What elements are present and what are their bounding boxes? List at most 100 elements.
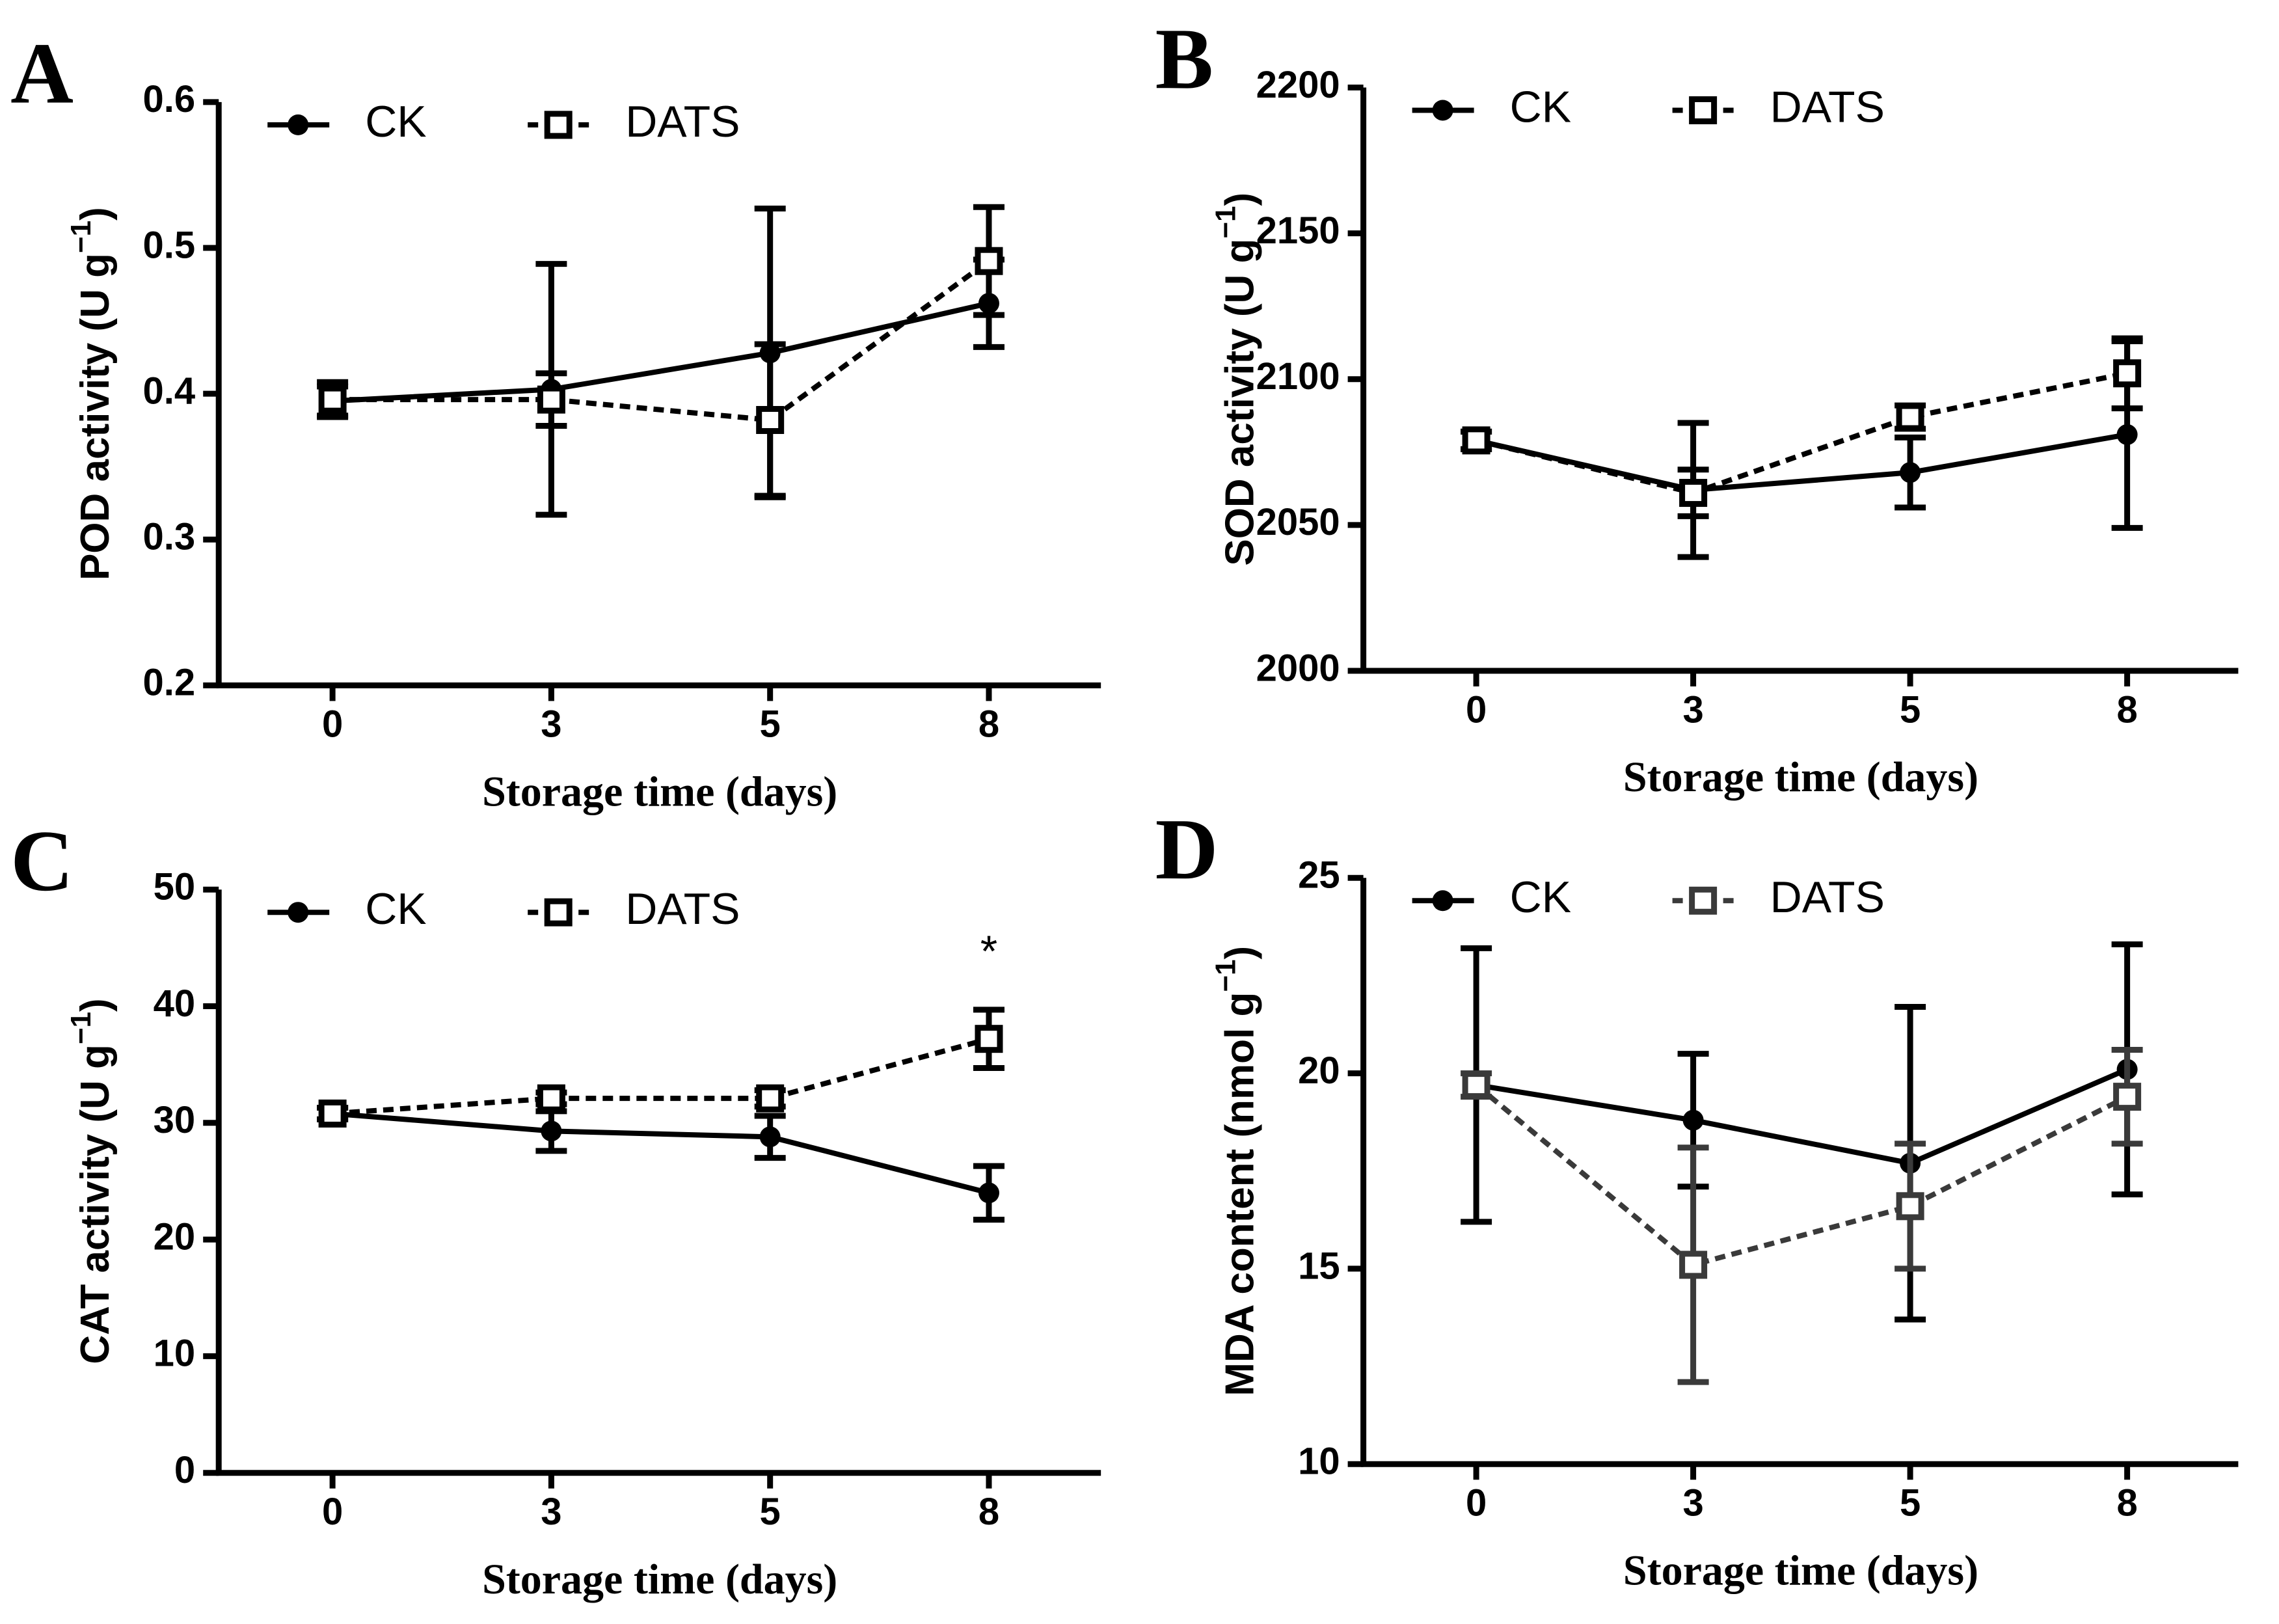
legend-label: DATS — [1770, 873, 1885, 922]
y-axis-label: CAT activity (U g−1) — [65, 998, 118, 1364]
marker — [1900, 462, 1921, 483]
x-axis-label: Storage time (days) — [1623, 1547, 1978, 1594]
legend-marker — [1689, 96, 1718, 124]
x-axis-label: Storage time (days) — [482, 768, 837, 816]
marker — [1896, 1192, 1924, 1221]
x-tick-label: 0 — [1466, 1482, 1487, 1524]
y-tick-label: 0.3 — [143, 516, 196, 558]
legend-label: CK — [1510, 82, 1571, 131]
y-tick-label: 0.2 — [143, 662, 196, 704]
y-tick-label: 2050 — [1256, 501, 1340, 543]
series-line — [332, 258, 991, 423]
y-tick-label: 30 — [154, 1099, 196, 1141]
marker — [1462, 1071, 1490, 1100]
legend-marker — [1432, 890, 1453, 912]
panel-label: D — [1155, 801, 1219, 897]
marker — [975, 1025, 1003, 1053]
marker — [1679, 1251, 1708, 1279]
x-tick-label: 3 — [1682, 1482, 1703, 1524]
legend-label: CK — [365, 884, 426, 934]
marker — [2113, 359, 2142, 388]
legend-label: DATS — [625, 884, 740, 934]
marker — [1896, 403, 1924, 431]
y-axis-label: SOD activity (U g−1) — [1209, 193, 1263, 566]
y-axis-label: MDA content (nmol g−1) — [1209, 946, 1263, 1396]
y-axis-label-sup: −1 — [1209, 206, 1241, 238]
y-axis-label-sup: −1 — [65, 221, 97, 253]
x-tick-label: 3 — [541, 703, 561, 746]
x-tick-label: 5 — [1900, 1482, 1921, 1524]
y-axis-label-text: MDA content (nmol g — [1218, 992, 1263, 1396]
series-line — [332, 1036, 990, 1116]
panel-label: A — [10, 25, 74, 122]
series-line — [1474, 1083, 2129, 1268]
y-tick-label: 0 — [174, 1449, 195, 1491]
legend-marker — [544, 111, 573, 139]
x-tick-label: 5 — [1900, 688, 1921, 731]
legend-marker — [1432, 100, 1453, 121]
y-tick-label: 2000 — [1256, 647, 1340, 689]
marker — [318, 385, 347, 414]
y-tick-label: 10 — [1298, 1441, 1340, 1483]
marker — [1682, 1109, 1704, 1131]
x-tick-label: 3 — [541, 1491, 561, 1533]
y-tick-label: 0.6 — [143, 78, 196, 120]
x-axis-label: Storage time (days) — [1623, 753, 1978, 801]
series-line — [1476, 1066, 2129, 1166]
x-tick-label: 8 — [978, 703, 999, 746]
y-axis-label-end: ) — [1218, 946, 1263, 960]
x-tick-label: 3 — [1682, 688, 1703, 731]
y-axis-label-sup: −1 — [1209, 959, 1241, 992]
series-line — [332, 1111, 990, 1196]
marker — [756, 1084, 785, 1113]
y-tick-label: 20 — [1298, 1049, 1340, 1092]
marker — [2116, 424, 2138, 445]
marker — [541, 1120, 562, 1142]
y-axis-label-end: ) — [74, 998, 118, 1012]
y-tick-label: 10 — [154, 1333, 196, 1375]
series-line — [1476, 370, 2128, 496]
series-line — [332, 301, 990, 404]
annotation: * — [980, 927, 997, 976]
marker — [537, 1084, 565, 1113]
legend-label: DATS — [625, 97, 740, 146]
x-tick-label: 5 — [760, 703, 781, 746]
marker — [2113, 1083, 2142, 1111]
y-axis-label-sup: −1 — [65, 1012, 97, 1044]
y-tick-label: 2200 — [1256, 64, 1340, 106]
legend-marker — [1689, 886, 1718, 915]
x-tick-label: 8 — [978, 1491, 999, 1533]
panel-label: C — [10, 813, 74, 909]
legend-marker — [288, 902, 309, 923]
y-tick-label: 40 — [154, 982, 196, 1025]
y-tick-label: 2150 — [1256, 210, 1340, 252]
x-tick-label: 0 — [1466, 688, 1487, 731]
y-tick-label: 2100 — [1256, 355, 1340, 398]
series-line — [1476, 431, 2128, 493]
y-axis-label-text: CAT activity (U g — [74, 1044, 118, 1364]
x-tick-label: 5 — [760, 1491, 781, 1533]
marker — [978, 1182, 999, 1204]
legend-label: CK — [365, 97, 426, 146]
marker — [756, 405, 785, 434]
x-tick-label: 0 — [322, 703, 343, 746]
y-tick-label: 0.4 — [143, 370, 196, 412]
legend-label: CK — [1510, 873, 1571, 922]
x-tick-label: 8 — [2116, 688, 2137, 731]
x-axis-label: Storage time (days) — [482, 1556, 837, 1603]
panel-label: B — [1155, 10, 1213, 107]
y-tick-label: 25 — [1298, 854, 1340, 897]
legend-marker — [288, 114, 309, 135]
y-axis-label-end: ) — [1218, 193, 1263, 206]
x-tick-label: 0 — [322, 1491, 343, 1533]
y-tick-label: 50 — [154, 866, 196, 908]
y-tick-label: 15 — [1298, 1245, 1340, 1287]
marker — [975, 247, 1003, 275]
y-axis-label-text: POD activity (U g — [74, 253, 118, 580]
y-tick-label: 0.5 — [143, 224, 196, 266]
marker — [1462, 426, 1490, 455]
marker — [318, 1099, 347, 1128]
y-tick-label: 20 — [154, 1215, 196, 1258]
y-axis-label-text: SOD activity (U g — [1218, 239, 1263, 566]
